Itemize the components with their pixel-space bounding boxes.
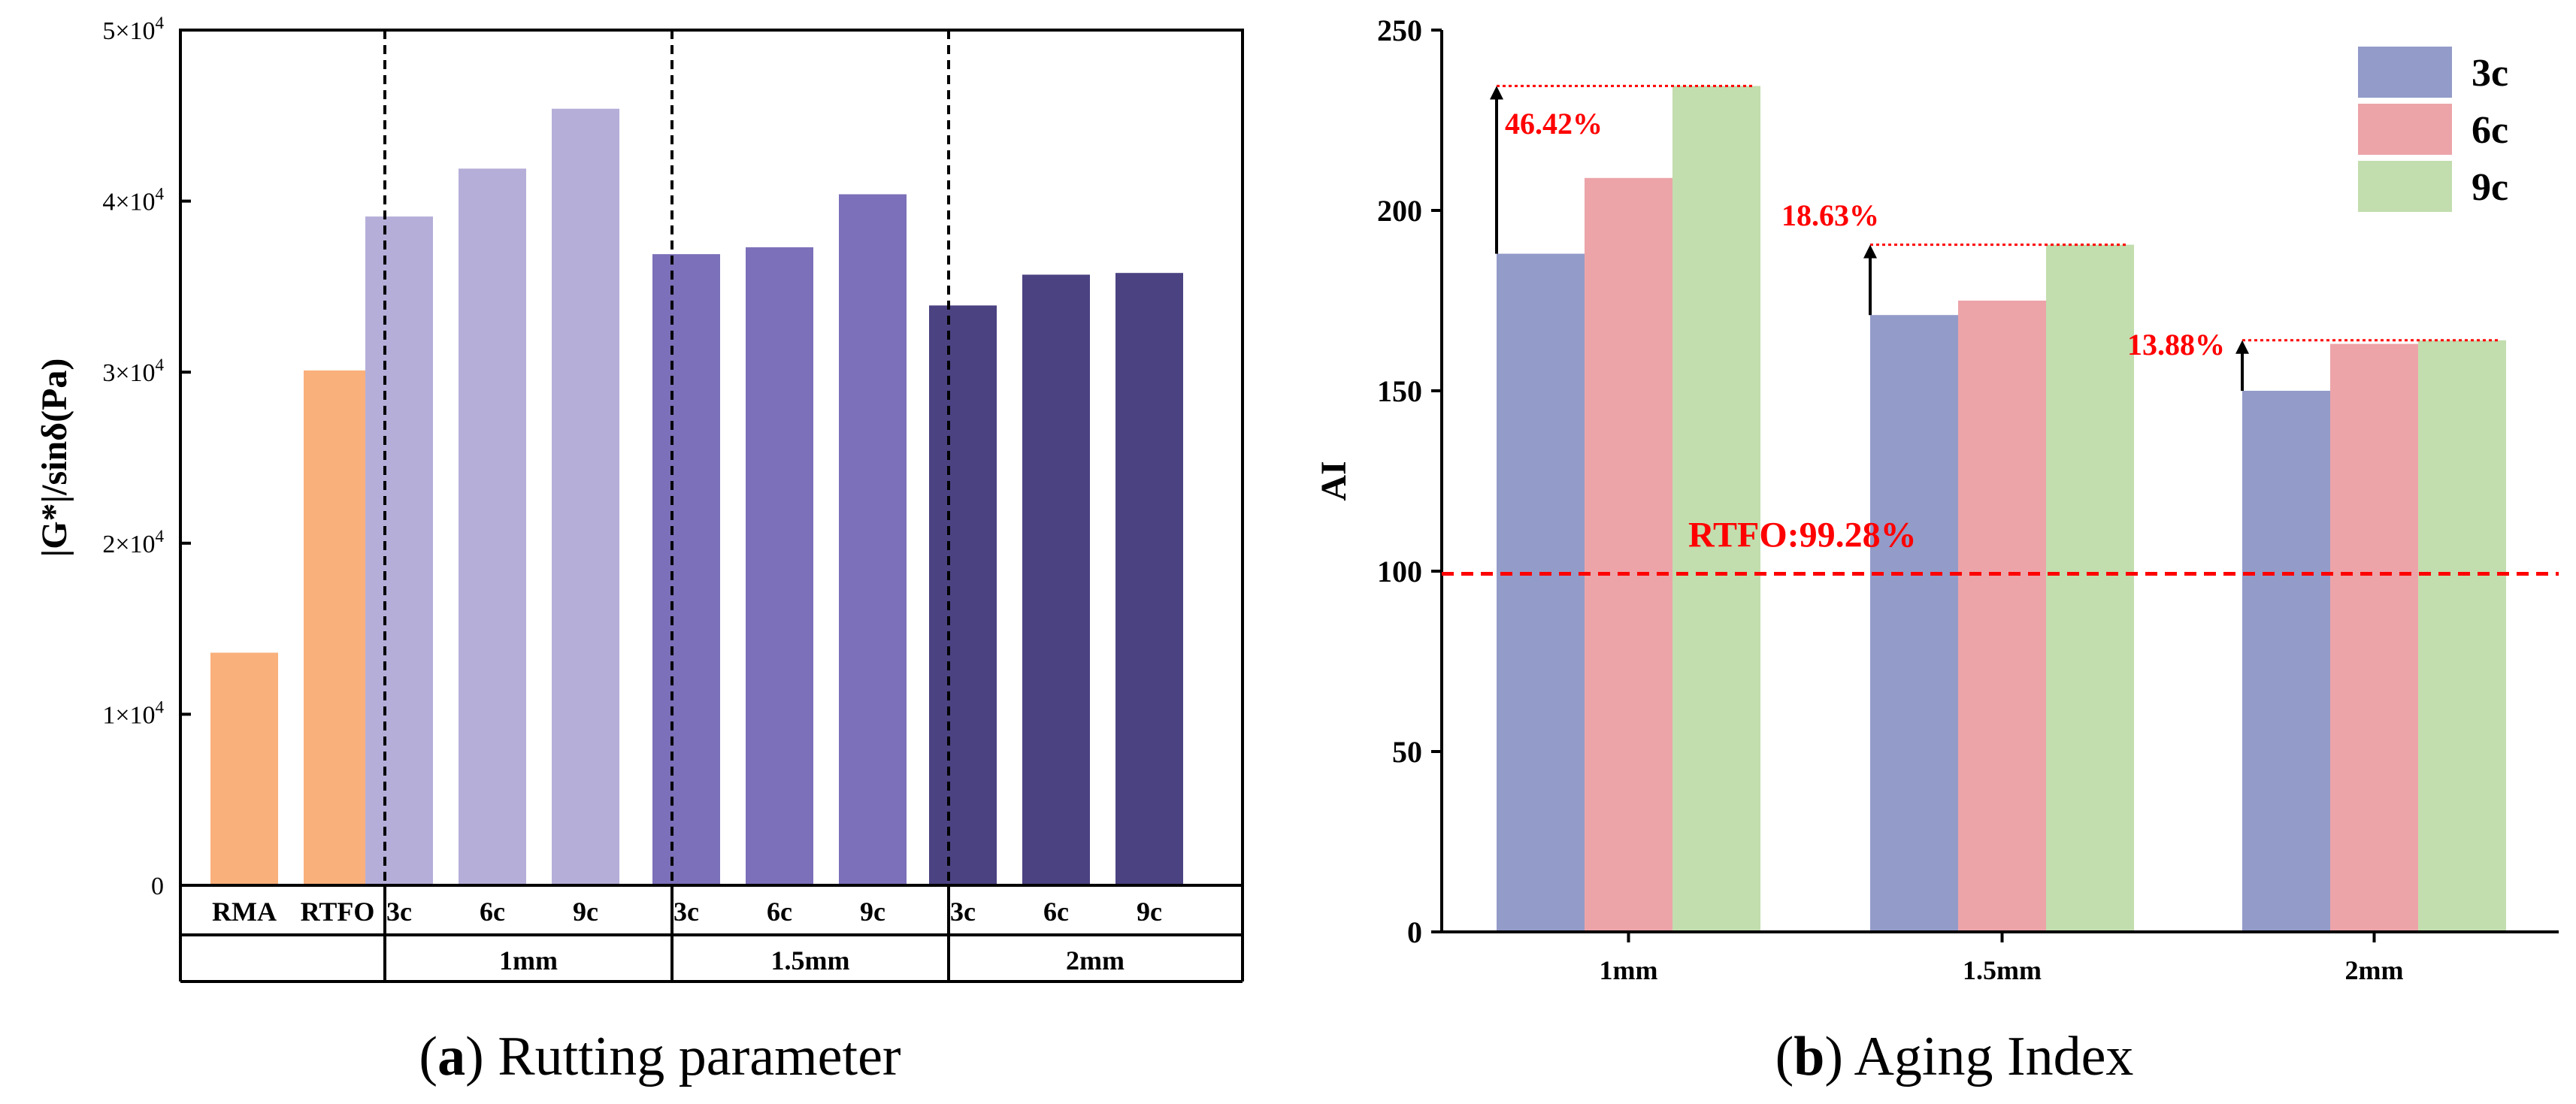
legend-swatch-3c xyxy=(2358,47,2452,98)
panel-a-group-label: 2mm xyxy=(1066,945,1125,975)
legend-swatch-6c xyxy=(2358,104,2452,155)
panel-a-category-label: 3c xyxy=(950,897,976,927)
panel-a-category-label: 6c xyxy=(1043,897,1069,927)
panel-a-category-label: RMA xyxy=(212,897,277,927)
panel-a-category-label: 6c xyxy=(480,897,505,927)
legend-label-9c: 9c xyxy=(2472,166,2508,209)
panel-b-bar-6c-1 xyxy=(1585,177,1672,933)
panel-b-legend: 3c 6c 9c xyxy=(2358,47,2508,212)
panel-a-bar-7 xyxy=(746,247,813,885)
panel-a-y-axis-label: |G*|/sinδ(Pa) xyxy=(35,358,74,558)
panel-a-bar-5 xyxy=(552,108,619,885)
panel-a-category-label: RTFO xyxy=(301,897,375,927)
panel-b-y-tick-label: 0 xyxy=(1407,915,1422,949)
panel-b-bar-9c-3 xyxy=(2418,340,2506,932)
panel-a-y-tick-label: 5×104 xyxy=(102,14,164,45)
panel-a-group-labels: 1mm 1.5mm 2mm xyxy=(499,945,1125,975)
panel-a-bar-10 xyxy=(1022,274,1090,885)
panel-a-bar-3 xyxy=(365,216,433,886)
panel-a-bar-2 xyxy=(304,370,371,885)
panel-a-group-label: 1mm xyxy=(499,945,558,975)
panel-a-y-tick-label: 0 xyxy=(151,873,164,900)
panel-a-bar-8 xyxy=(839,194,907,886)
panel-a-y-tick-label: 3×104 xyxy=(102,355,164,387)
legend-label-3c: 3c xyxy=(2472,52,2508,95)
panel-a-y-tick-label: 1×104 xyxy=(102,697,164,729)
panel-b-y-tick-label: 200 xyxy=(1377,194,1422,228)
panel-b-increase-label: 18.63% xyxy=(1781,198,1879,232)
legend-label-6c: 6c xyxy=(2472,109,2508,152)
panel-a-category-label: 3c xyxy=(386,897,412,927)
panel-b-increase-arrow-head xyxy=(1863,244,1877,259)
panel-a-category-label: 9c xyxy=(860,897,885,927)
panel-b-category-label: 1mm xyxy=(1600,955,1658,985)
panel-a-group-label: 1.5mm xyxy=(771,945,850,975)
panel-b-increase-label: 46.42% xyxy=(1505,107,1603,141)
panel-a-bar-9 xyxy=(929,305,997,885)
panel-b-caption: (b) Aging Index xyxy=(1775,1026,2134,1087)
panel-b-y-tick-label: 50 xyxy=(1392,735,1422,769)
panel-a-bar-6 xyxy=(652,254,720,885)
panel-a-category-label: 6c xyxy=(767,897,792,927)
panel-a-category-labels: RMA RTFO 3c 6c 9c 3c 6c 9c 3c 6c 9c xyxy=(212,897,1162,927)
panel-b-category-labels: 1mm 1.5mm 2mm xyxy=(1600,932,2404,985)
panel-b-category-label: 1.5mm xyxy=(1963,955,2042,985)
panel-b-y-ticks: 0 50 100 150 200 250 xyxy=(1377,14,1442,949)
panel-b-bar-9c-1 xyxy=(1672,86,1760,932)
panel-a-y-tick-label: 4×104 xyxy=(102,185,164,216)
panel-a-caption-text: Rutting parameter xyxy=(484,1026,901,1087)
panel-b-bar-3c-2 xyxy=(1870,315,1958,932)
panel-b-bar-6c-2 xyxy=(1958,301,2046,932)
panel-a-category-label: 9c xyxy=(573,897,598,927)
panel-b-y-tick-label: 100 xyxy=(1377,555,1422,588)
panel-b-increase-arrow-head xyxy=(2235,340,2249,354)
panel-a-bars xyxy=(210,108,1183,886)
panel-b-category-label: 2mm xyxy=(2345,955,2404,985)
panel-b-bar-6c-3 xyxy=(2330,343,2418,933)
panel-a-y-tick-label: 2×104 xyxy=(102,527,164,558)
panel-b-bar-9c-2 xyxy=(2046,244,2134,933)
panel-b-y-tick-label: 250 xyxy=(1377,14,1422,47)
panel-b-increase-arrow-head xyxy=(1490,86,1503,100)
panel-b-bar-3c-1 xyxy=(1497,253,1585,933)
panel-a-rutting-parameter: 0 1×104 2×104 3×104 4×104 5×104 RMA RTFO 3c 6c 9c… xyxy=(35,14,1244,1087)
panel-a-plot-frame xyxy=(179,29,1244,887)
panel-b-caption-letter: b xyxy=(1794,1026,1824,1087)
panel-a-category-label: 3c xyxy=(674,897,699,927)
panel-b-aging-index: 0 50 100 150 200 250 RTFO:99.28% 46.42% 18.63%… xyxy=(1314,14,2559,1087)
panel-a-bar-11 xyxy=(1115,273,1183,885)
panel-b-y-axis-label: AI xyxy=(1314,461,1354,501)
panel-a-caption-letter: a xyxy=(437,1026,465,1087)
panel-b-bars xyxy=(1497,86,2506,933)
panel-b-bar-3c-3 xyxy=(2242,391,2330,932)
panel-a-bar-1 xyxy=(210,652,278,885)
panel-a-category-label: 9c xyxy=(1137,897,1162,927)
panel-b-increase-annotations: 46.42% 18.63% 13.88% xyxy=(1490,84,2499,391)
panel-b-caption-text: Aging Index xyxy=(1843,1026,2133,1087)
panel-a-y-ticks: 0 1×104 2×104 3×104 4×104 5×104 xyxy=(102,14,191,900)
panel-b-y-tick-label: 150 xyxy=(1377,374,1422,408)
legend-swatch-9c xyxy=(2358,161,2452,212)
panel-b-increase-label: 13.88% xyxy=(2127,328,2225,361)
panel-b-reference-label: RTFO:99.28% xyxy=(1688,515,1917,555)
panel-a-caption: (a) Rutting parameter xyxy=(419,1026,901,1087)
panel-a-bar-4 xyxy=(459,168,526,885)
